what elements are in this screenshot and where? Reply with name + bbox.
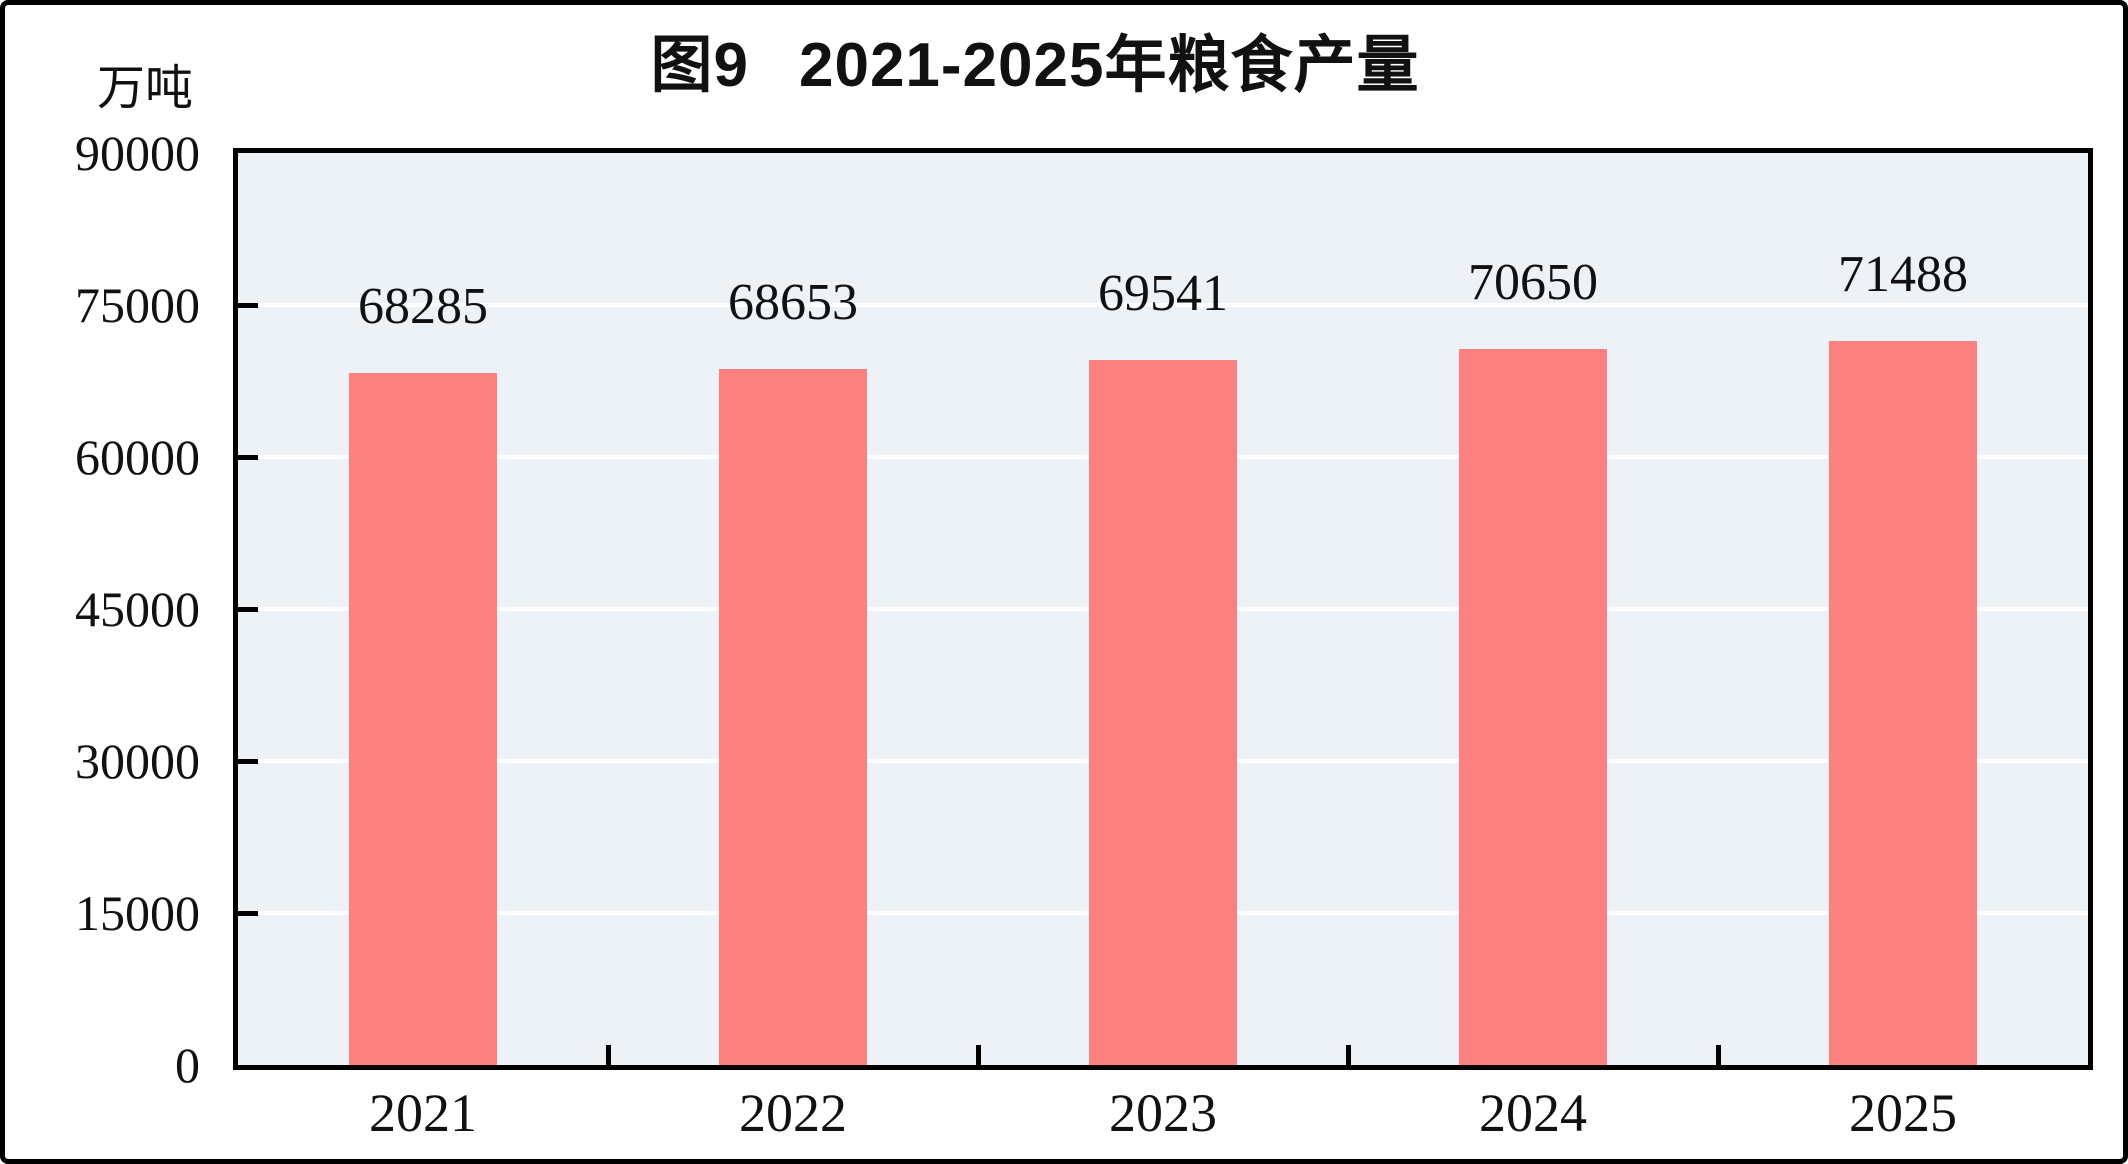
y-axis-tick-label-0: 0 bbox=[175, 1037, 200, 1093]
x-axis-tick-label-2022: 2022 bbox=[739, 1083, 847, 1143]
y-axis-tick-label-15000: 15000 bbox=[75, 885, 200, 941]
y-axis-tick-label-75000: 75000 bbox=[75, 277, 200, 333]
x-axis-tick-mark-2 bbox=[975, 1045, 981, 1065]
y-axis-tick-labels: 90000 75000 60000 45000 30000 15000 0 bbox=[5, 127, 200, 1091]
y-axis-tick-mark-30000 bbox=[238, 758, 258, 764]
x-axis-tick-label-2023: 2023 bbox=[1109, 1083, 1217, 1143]
chart-title-text: 2021-2025年粮食产量 bbox=[798, 31, 1420, 100]
x-axis-tick-label-2025: 2025 bbox=[1849, 1083, 1957, 1143]
bar-value-label-2024: 70650 bbox=[1468, 254, 1598, 312]
bar-value-label-2022: 68653 bbox=[728, 274, 858, 332]
bar-value-label-2021: 68285 bbox=[358, 278, 488, 336]
y-axis-tick-mark-75000 bbox=[238, 302, 258, 308]
bar-2024 bbox=[1459, 349, 1607, 1065]
x-axis-tick-labels: 2021 2022 2023 2024 2025 bbox=[233, 1083, 2093, 1147]
bar-value-label-2025: 71488 bbox=[1838, 245, 1968, 303]
bar-value-label-2023: 69541 bbox=[1098, 265, 1228, 323]
plot-area: 68285 68653 69541 70650 71488 bbox=[233, 148, 2093, 1070]
x-axis-tick-mark-4 bbox=[1715, 1045, 1721, 1065]
y-axis-tick-mark-45000 bbox=[238, 606, 258, 612]
x-axis-tick-label-2024: 2024 bbox=[1479, 1083, 1587, 1143]
y-axis-tick-label-60000: 60000 bbox=[75, 429, 200, 485]
chart-title: 图9 2021-2025年粮食产量 bbox=[5, 21, 2094, 100]
bar-2021 bbox=[349, 373, 497, 1065]
y-axis-tick-label-90000: 90000 bbox=[75, 125, 200, 181]
y-axis-tick-label-30000: 30000 bbox=[75, 733, 200, 789]
y-axis-unit-label: 万吨 bbox=[96, 62, 193, 115]
bar-2022 bbox=[719, 369, 867, 1065]
y-axis-tick-mark-60000 bbox=[238, 454, 258, 460]
bar-2025 bbox=[1829, 340, 1977, 1065]
gridline-75000 bbox=[238, 303, 2088, 307]
x-axis-tick-mark-1 bbox=[605, 1045, 611, 1065]
x-axis-tick-mark-3 bbox=[1345, 1045, 1351, 1065]
bar-2023 bbox=[1089, 360, 1237, 1065]
y-axis-tick-label-45000: 45000 bbox=[75, 581, 200, 637]
y-axis-tick-mark-15000 bbox=[238, 910, 258, 916]
x-axis-tick-label-2021: 2021 bbox=[369, 1083, 477, 1143]
chart-title-prefix: 图9 bbox=[650, 31, 749, 100]
